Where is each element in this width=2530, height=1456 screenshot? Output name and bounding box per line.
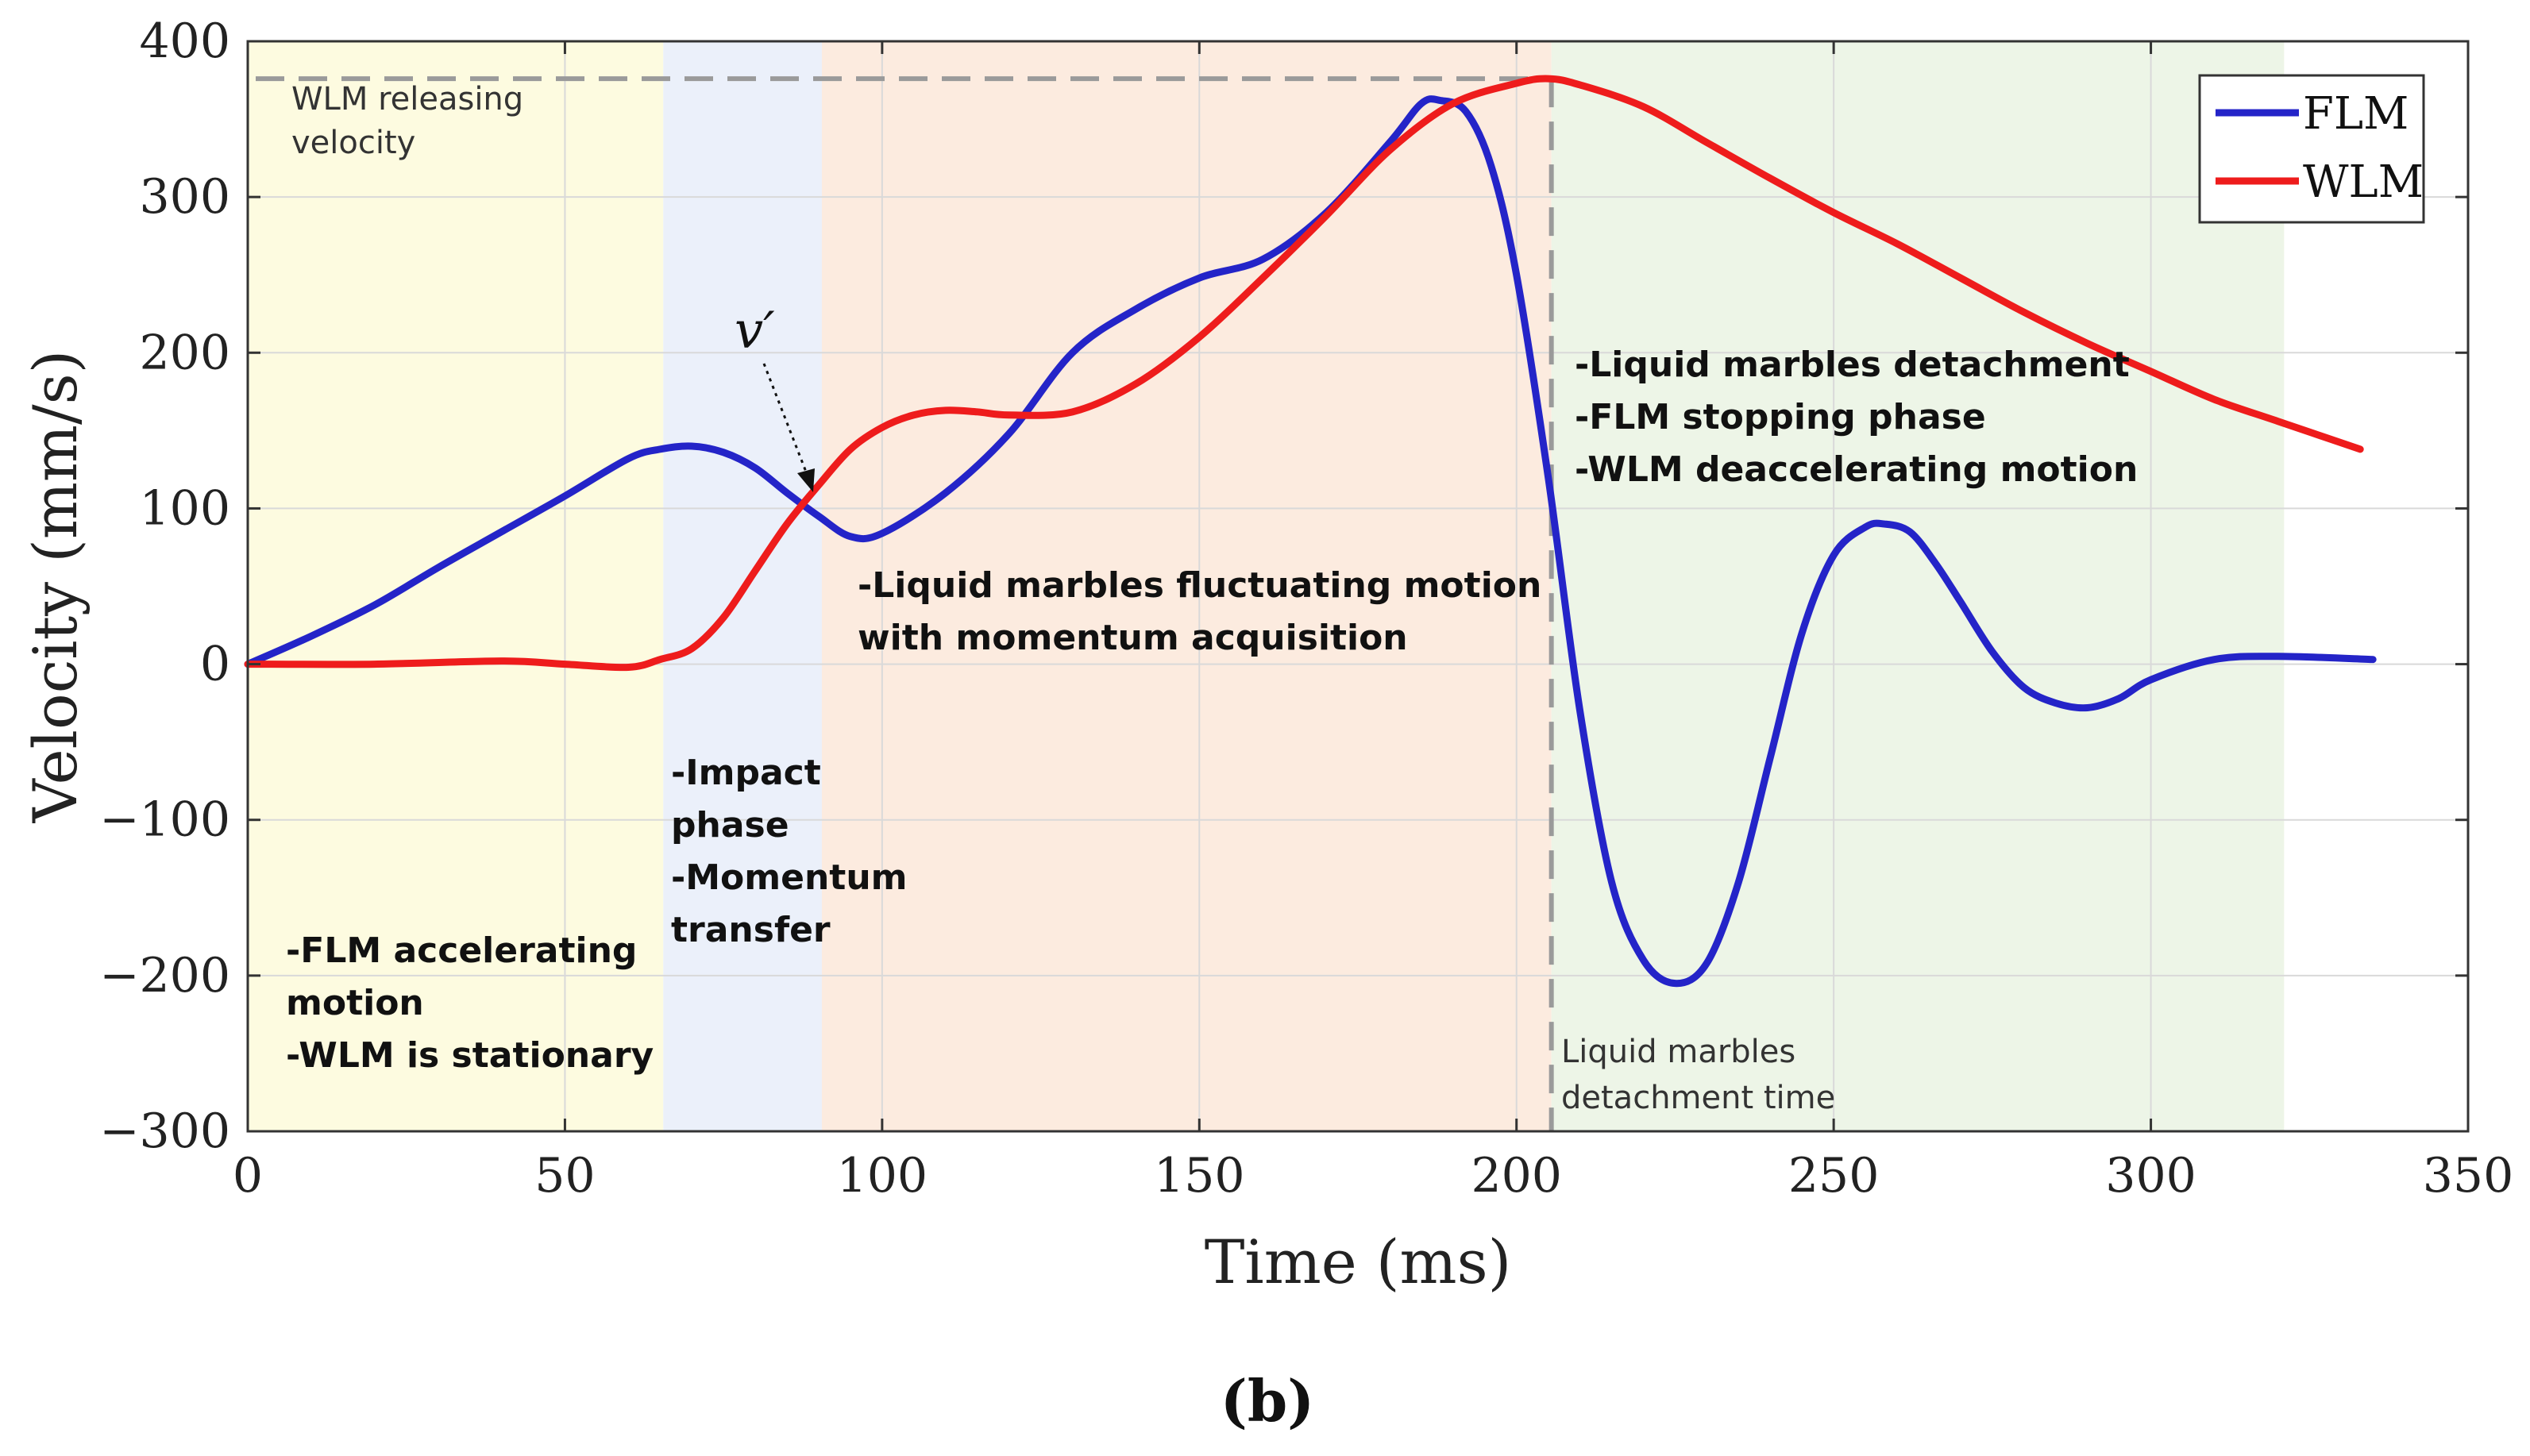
vprime-label: v′ — [735, 302, 775, 360]
release-velocity-line2: velocity — [291, 125, 415, 161]
x-tick-label-100: 100 — [837, 1148, 928, 1204]
figure-caption: (b) — [1221, 1367, 1314, 1435]
phase-fluctuating-annotation: -Liquid marbles fluctuating motion with … — [858, 565, 1541, 658]
y-tick-label-200: 200 — [139, 325, 230, 380]
detachment-time-annotation: Liquid marbles detachment time — [1561, 1034, 1835, 1116]
phase-accelerating-line1: -FLM accelerating — [286, 930, 637, 971]
x-tick-label-300: 300 — [2105, 1148, 2196, 1204]
region-flm-accelerating — [248, 41, 664, 1131]
legend-label-flm: FLM — [2303, 88, 2409, 140]
plot-frame — [246, 40, 2470, 1133]
y-tick-label--300: −300 — [99, 1104, 230, 1159]
phase-detachment-annotation: -Liquid marbles detachment -FLM stopping… — [1575, 345, 2138, 490]
region-detachment — [1551, 41, 2285, 1131]
y-tick-label-400: 400 — [139, 13, 230, 69]
release-velocity-line1: WLM releasing — [291, 81, 523, 117]
phase-detachment-line2: -FLM stopping phase — [1575, 397, 1986, 437]
phase-impact-line3: -Momentum — [671, 857, 908, 898]
region-fluctuating — [821, 41, 1552, 1131]
reference-lines — [256, 76, 1554, 1131]
x-axis-title: Time (ms) — [1205, 1227, 1512, 1297]
series-line-flm — [244, 95, 2377, 988]
vprime-annotation: v′ — [735, 302, 815, 492]
phase-impact-line4: transfer — [671, 910, 831, 950]
phase-fluctuating-line2: with momentum acquisition — [858, 618, 1408, 658]
release-velocity-annotation: WLM releasing velocity — [291, 81, 523, 161]
phase-accelerating-line2: motion — [286, 983, 424, 1023]
x-tick-label-200: 200 — [1471, 1148, 1562, 1204]
legend-label-wlm: WLM — [2303, 156, 2424, 208]
phase-accelerating-line3: -WLM is stationary — [286, 1035, 654, 1076]
x-tick-label-350: 350 — [2423, 1148, 2514, 1204]
phase-fluctuating-line1: -Liquid marbles fluctuating motion — [858, 565, 1541, 606]
phase-accelerating-annotation: -FLM accelerating motion -WLM is station… — [286, 930, 654, 1076]
y-tick-label--100: −100 — [99, 792, 230, 848]
phase-impact-line2: phase — [671, 805, 789, 845]
y-tick-label--200: −200 — [99, 948, 230, 1003]
x-tick-label-250: 250 — [1788, 1148, 1880, 1204]
phase-detachment-line3: -WLM deaccelerating motion — [1575, 449, 2138, 490]
x-tick-label-50: 50 — [534, 1148, 595, 1204]
y-tick-label-0: 0 — [200, 637, 230, 692]
legend: FLM WLM — [2198, 74, 2425, 224]
x-tick-label-150: 150 — [1154, 1148, 1245, 1204]
vprime-arrow-head — [797, 468, 815, 492]
phase-detachment-line1: -Liquid marbles detachment — [1575, 345, 2130, 385]
y-tick-label-300: 300 — [139, 169, 230, 225]
axis-ticks: 0 50 100 150 200 250 300 350 −300 −200 −100 0 100 200… — [99, 13, 2513, 1204]
phase-impact-line1: -Impact — [671, 753, 821, 793]
series-line-wlm — [244, 75, 2364, 672]
x-tick-label-0: 0 — [233, 1148, 263, 1204]
y-tick-label-100: 100 — [139, 480, 230, 536]
phase-regions — [248, 41, 2285, 1131]
detachment-time-line1: Liquid marbles — [1561, 1034, 1795, 1070]
y-axis-title: Velocity (mm/s) — [20, 350, 91, 824]
phase-impact-annotation: -Impact phase -Momentum transfer — [671, 753, 908, 950]
legend-box — [2198, 74, 2425, 224]
detachment-time-line2: detachment time — [1561, 1080, 1835, 1116]
series-lines — [244, 75, 2377, 988]
